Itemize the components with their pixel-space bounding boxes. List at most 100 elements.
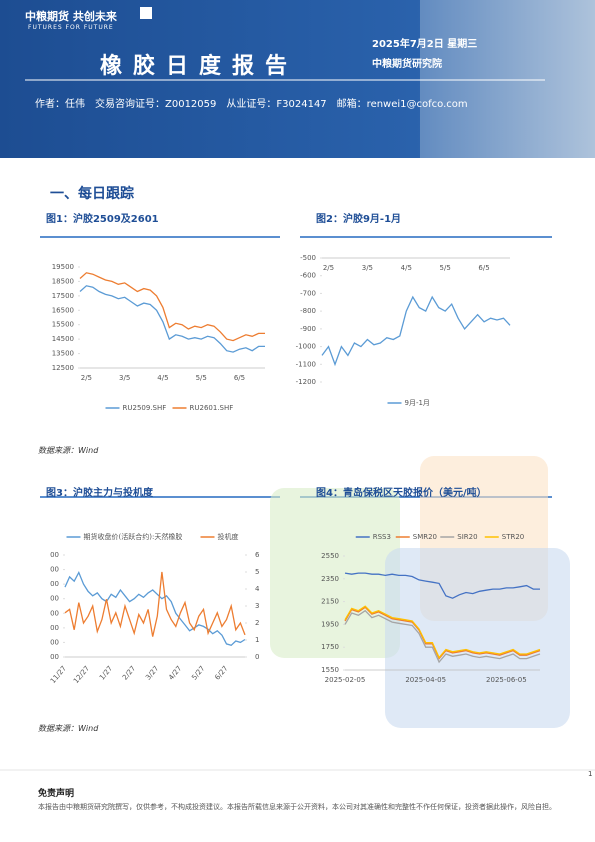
x-tick-label: 3/5	[362, 264, 373, 272]
y2-tick-label: 4	[255, 585, 260, 593]
y-tick-label: 16500	[52, 306, 74, 314]
y-tick-label: 00	[50, 551, 59, 559]
x-tick-label: 4/5	[157, 374, 168, 382]
header-band	[0, 0, 595, 158]
y-tick-label: -900	[300, 325, 316, 333]
x-tick-label: 6/27	[213, 664, 229, 681]
legend-label: RSS3	[373, 533, 391, 541]
legend-label: STR20	[502, 533, 525, 541]
y-tick-label: 13500	[52, 350, 74, 358]
x-tick-label: 2025-02-05	[325, 676, 366, 684]
header-image	[420, 0, 595, 158]
decor	[385, 548, 570, 728]
y-tick-label: 14500	[52, 335, 74, 343]
y-tick-label: -1000	[296, 343, 316, 351]
chart: 12500 13500 14500 15500 16500 17500 18500 19500…	[52, 263, 265, 412]
y2-tick-label: 2	[255, 619, 259, 627]
legend-label: 投机度	[218, 532, 239, 541]
source: 数据来源：Wind	[38, 724, 99, 733]
disclaimer-text: 本报告由中粮期货研究院撰写，仅供参考，不构成投资建议。本报告所载信息来源于公开资…	[38, 803, 556, 811]
author-line: 作者：任伟 交易咨询证号：Z0012059 从业证号：F3024147 邮箱：r…	[35, 99, 468, 110]
x-tick-label: 2/5	[81, 374, 92, 382]
x-tick-label: 12/27	[72, 664, 91, 685]
decor	[270, 488, 400, 658]
legend-label: SIR20	[457, 533, 477, 541]
y-tick-label: 17500	[52, 292, 74, 300]
y-tick-label: -1200	[296, 378, 316, 386]
legend-label: SMR20	[413, 533, 437, 541]
x-tick-label: 4/27	[167, 664, 183, 681]
x-tick-label: 6/5	[478, 264, 489, 272]
report-title: 橡胶日度报告	[100, 53, 299, 79]
legend-label: RU2509.SHF	[123, 404, 167, 412]
y-tick-label: 00	[50, 595, 59, 603]
y2-tick-label: 1	[255, 636, 259, 644]
y-tick-label: 1750	[321, 643, 339, 651]
x-tick-label: 5/5	[196, 374, 207, 382]
y-tick-label: 1950	[321, 620, 339, 628]
source: 数据来源：Wind	[38, 446, 99, 455]
logo-icon	[140, 7, 152, 19]
y-tick-label: -700	[300, 289, 316, 297]
y2-tick-label: 3	[255, 602, 259, 610]
chart: -500 -600 -700 -800 -900 -1000 -1100 -1200 2/5 3/…	[296, 254, 511, 407]
legend-label: RU2601.SHF	[190, 404, 234, 412]
report-date: 2025年7月2日 星期三	[372, 39, 478, 50]
disclaimer-title: 免责声明	[38, 789, 75, 799]
x-tick-label: 1/27	[98, 664, 114, 681]
figure-caption: 图2：沪胶9月-1月	[316, 214, 402, 225]
y2-tick-label: 6	[255, 551, 260, 559]
y-tick-label: -600	[300, 272, 316, 280]
x-tick-label: 6/5	[234, 374, 245, 382]
series-line	[344, 572, 540, 599]
series-line	[321, 295, 511, 367]
y2-tick-label: 5	[255, 568, 259, 576]
logo-cn: 中粮期货 共创未来	[25, 10, 117, 23]
y-tick-label: 18500	[52, 277, 74, 285]
legend-label: 9月-1月	[405, 399, 430, 407]
legend-label: 期货收盘价(活跃合约):天然橡胶	[84, 532, 183, 541]
y-tick-label: -500	[300, 254, 316, 262]
series-line	[64, 571, 246, 637]
y-tick-label: 00	[50, 566, 59, 574]
series-line	[344, 609, 541, 664]
y-tick-label: -1100	[296, 360, 316, 368]
y-tick-label: 12500	[52, 364, 74, 372]
x-tick-label: 11/27	[49, 664, 68, 685]
section-title: 一、每日跟踪	[50, 186, 134, 202]
y-tick-label: 19500	[52, 263, 74, 271]
x-tick-label: 4/5	[401, 264, 412, 272]
series-line	[344, 605, 541, 659]
figure-caption: 图1：沪胶2509及2601	[46, 214, 159, 225]
logo-en: FUTURES FOR FUTURE	[28, 24, 114, 31]
x-tick-label: 2/27	[121, 664, 137, 681]
x-tick-label: 3/5	[119, 374, 130, 382]
page-number: 1	[588, 770, 593, 778]
y-tick-label: 1550	[321, 666, 339, 674]
x-tick-label: 5/27	[190, 664, 206, 681]
figure-caption: 图4：青岛保税区天胶报价（美元/吨）	[316, 488, 487, 499]
y2-tick-label: 0	[255, 653, 259, 661]
series-line	[79, 272, 265, 342]
y-tick-label: 2150	[321, 598, 339, 606]
y-tick-label: 00	[50, 638, 59, 646]
x-tick-label: 5/5	[440, 264, 451, 272]
x-tick-label: 3/27	[144, 664, 160, 681]
series-line	[64, 570, 246, 647]
series-line	[79, 285, 265, 353]
chart: 1550 1750 1950 2150 2350 2550 2025-02-05 2025-0…	[321, 533, 541, 684]
y-tick-label: 00	[50, 624, 59, 632]
y-tick-label: 15500	[52, 321, 74, 329]
y-tick-label: 2350	[321, 575, 339, 583]
y-tick-label: -800	[300, 307, 316, 315]
institute: 中粮期货研究院	[372, 59, 442, 70]
y-tick-label: 00	[50, 580, 59, 588]
x-tick-label: 2025-06-05	[486, 676, 527, 684]
x-tick-label: 2025-04-05	[405, 676, 446, 684]
y-tick-label: 00	[50, 653, 59, 661]
y-tick-label: 00	[50, 609, 59, 617]
figure-caption: 图3：沪胶主力与投机度	[46, 488, 153, 499]
